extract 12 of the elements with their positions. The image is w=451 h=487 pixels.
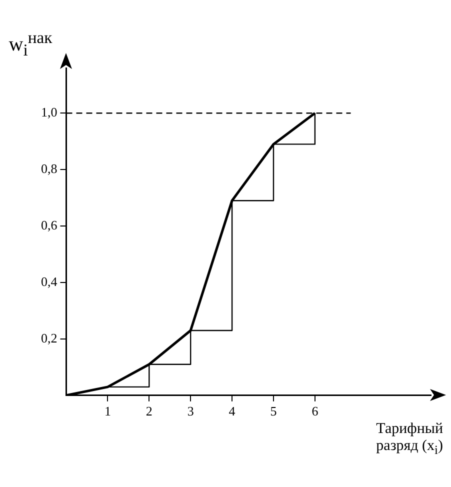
x-tick-label: 1 [104, 404, 111, 419]
y-tick-label: 0,2 [41, 330, 58, 346]
x-tick-label: 3 [187, 404, 194, 419]
y-tick-label: 0,6 [41, 217, 58, 232]
x-axis-title: Тарифный разряд (x$_{i}$) [375, 421, 443, 458]
x-tick-label: 6 [312, 404, 319, 419]
x-tick-label: 5 [270, 404, 277, 419]
y-tick-label: 0,8 [41, 161, 58, 176]
x-tick-label: 4 [228, 404, 236, 419]
y-tick-label: 0,4 [41, 274, 58, 289]
y-tick-label: 1,0 [41, 104, 58, 120]
x-tick-label: 2 [146, 404, 152, 419]
